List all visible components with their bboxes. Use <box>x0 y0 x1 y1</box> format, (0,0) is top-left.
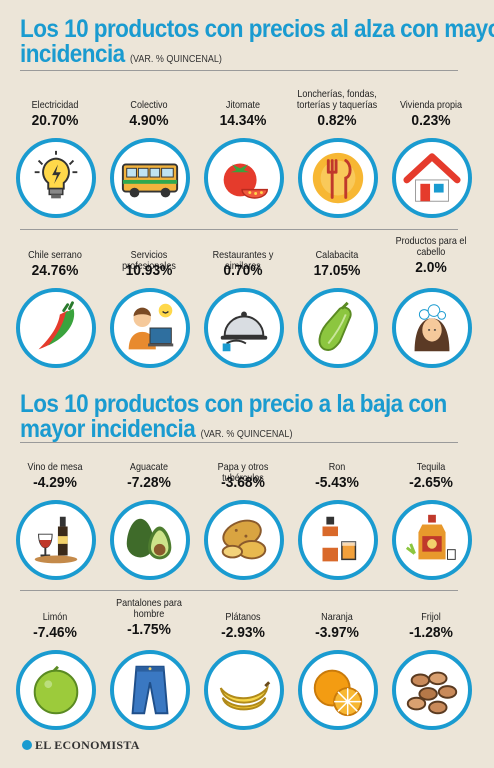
lime-icon <box>16 650 96 730</box>
lightbulb-icon <box>16 138 96 218</box>
product-label: Chile serrano <box>28 249 82 261</box>
product-value: -7.46% <box>33 624 77 641</box>
divider <box>20 590 458 591</box>
divider <box>20 229 458 230</box>
section-up-title-line2: incidencia <box>20 40 125 68</box>
product-label: Plátanos <box>225 611 261 623</box>
avocado-icon <box>110 500 190 580</box>
product-label: Servicios profesionales <box>122 249 176 272</box>
section-down-title-line1: Los 10 productos con precio a la baja co… <box>20 390 447 418</box>
chili-icon <box>16 288 96 368</box>
product-label: Colectivo <box>130 99 168 111</box>
divider <box>20 442 458 443</box>
product-label: Vivienda propia <box>399 99 463 111</box>
house-icon <box>392 138 472 218</box>
jeans-icon <box>110 650 190 730</box>
product-value: -3.68% <box>221 474 265 491</box>
zucchini-icon <box>298 288 378 368</box>
wine-icon <box>16 500 96 580</box>
product-label: Loncherías, fondas, torterías y taquería… <box>296 88 378 111</box>
product-label: Limón <box>42 611 68 623</box>
logo-icon <box>22 740 32 750</box>
logo-text: EL ECONOMISTA <box>35 738 140 752</box>
product-label: Electricidad <box>31 99 79 111</box>
section-down-subtitle: (VAR. % QUINCENAL) <box>200 429 293 440</box>
tomato-icon <box>204 138 284 218</box>
cloche-icon <box>204 288 284 368</box>
orange-icon <box>298 650 378 730</box>
product-label: Productos para el cabello <box>395 235 467 258</box>
product-label: Vino de mesa <box>27 461 83 473</box>
product-value: -1.28% <box>409 624 453 641</box>
rum-icon <box>298 500 378 580</box>
section-down-title-line2: mayor incidencia <box>20 415 196 443</box>
product-value: 14.34% <box>219 112 267 129</box>
hair-care-icon <box>392 288 472 368</box>
product-label: Papa y otros tubérculos <box>217 461 269 484</box>
product-label: Tequila <box>416 461 446 473</box>
product-value: 0.23% <box>411 112 451 129</box>
product-label: Frijol <box>421 611 441 623</box>
section-down-title-2: mayor incidencia (VAR. % QUINCENAL) <box>20 416 292 448</box>
potato-icon <box>204 500 284 580</box>
product-label: Naranja <box>321 611 353 623</box>
product-label: Ron <box>328 461 346 473</box>
section-up-title-line1: Los 10 productos con precios al alza con… <box>20 15 494 43</box>
banana-icon <box>204 650 284 730</box>
product-value: -7.28% <box>127 474 171 491</box>
tequila-icon <box>392 500 472 580</box>
el-economista-logo: EL ECONOMISTA <box>22 738 140 753</box>
section-up-title: Los 10 productos con precios al alza con… <box>20 16 494 42</box>
fork-knife-icon <box>298 138 378 218</box>
divider <box>20 70 458 71</box>
product-value: 4.90% <box>129 112 169 129</box>
product-label: Aguacate <box>129 461 169 473</box>
product-label: Jitomate <box>225 99 261 111</box>
product-value: 24.76% <box>31 262 79 279</box>
product-value: 0.82% <box>317 112 357 129</box>
product-value: -3.97% <box>315 624 359 641</box>
section-up-subtitle: (VAR. % QUINCENAL) <box>130 54 222 65</box>
product-label: Restaurantes y similares <box>212 249 274 272</box>
professional-icon <box>110 288 190 368</box>
beans-icon <box>392 650 472 730</box>
bus-icon <box>110 138 190 218</box>
section-up-title-2: incidencia (VAR. % QUINCENAL) <box>20 41 222 73</box>
product-value: -5.43% <box>315 474 359 491</box>
product-label: Calabacita <box>315 249 359 261</box>
product-value: 17.05% <box>313 262 361 279</box>
section-down-title: Los 10 productos con precio a la baja co… <box>20 391 447 417</box>
product-value: 0.70% <box>223 262 263 279</box>
product-value: -4.29% <box>33 474 77 491</box>
product-value: -2.65% <box>409 474 453 491</box>
product-value: -1.75% <box>127 621 171 638</box>
product-value: 10.93% <box>125 262 173 279</box>
product-value: 20.70% <box>31 112 79 129</box>
product-value: -2.93% <box>221 624 265 641</box>
product-label: Pantalones para hombre <box>116 597 182 620</box>
product-value: 2.0% <box>415 259 447 276</box>
